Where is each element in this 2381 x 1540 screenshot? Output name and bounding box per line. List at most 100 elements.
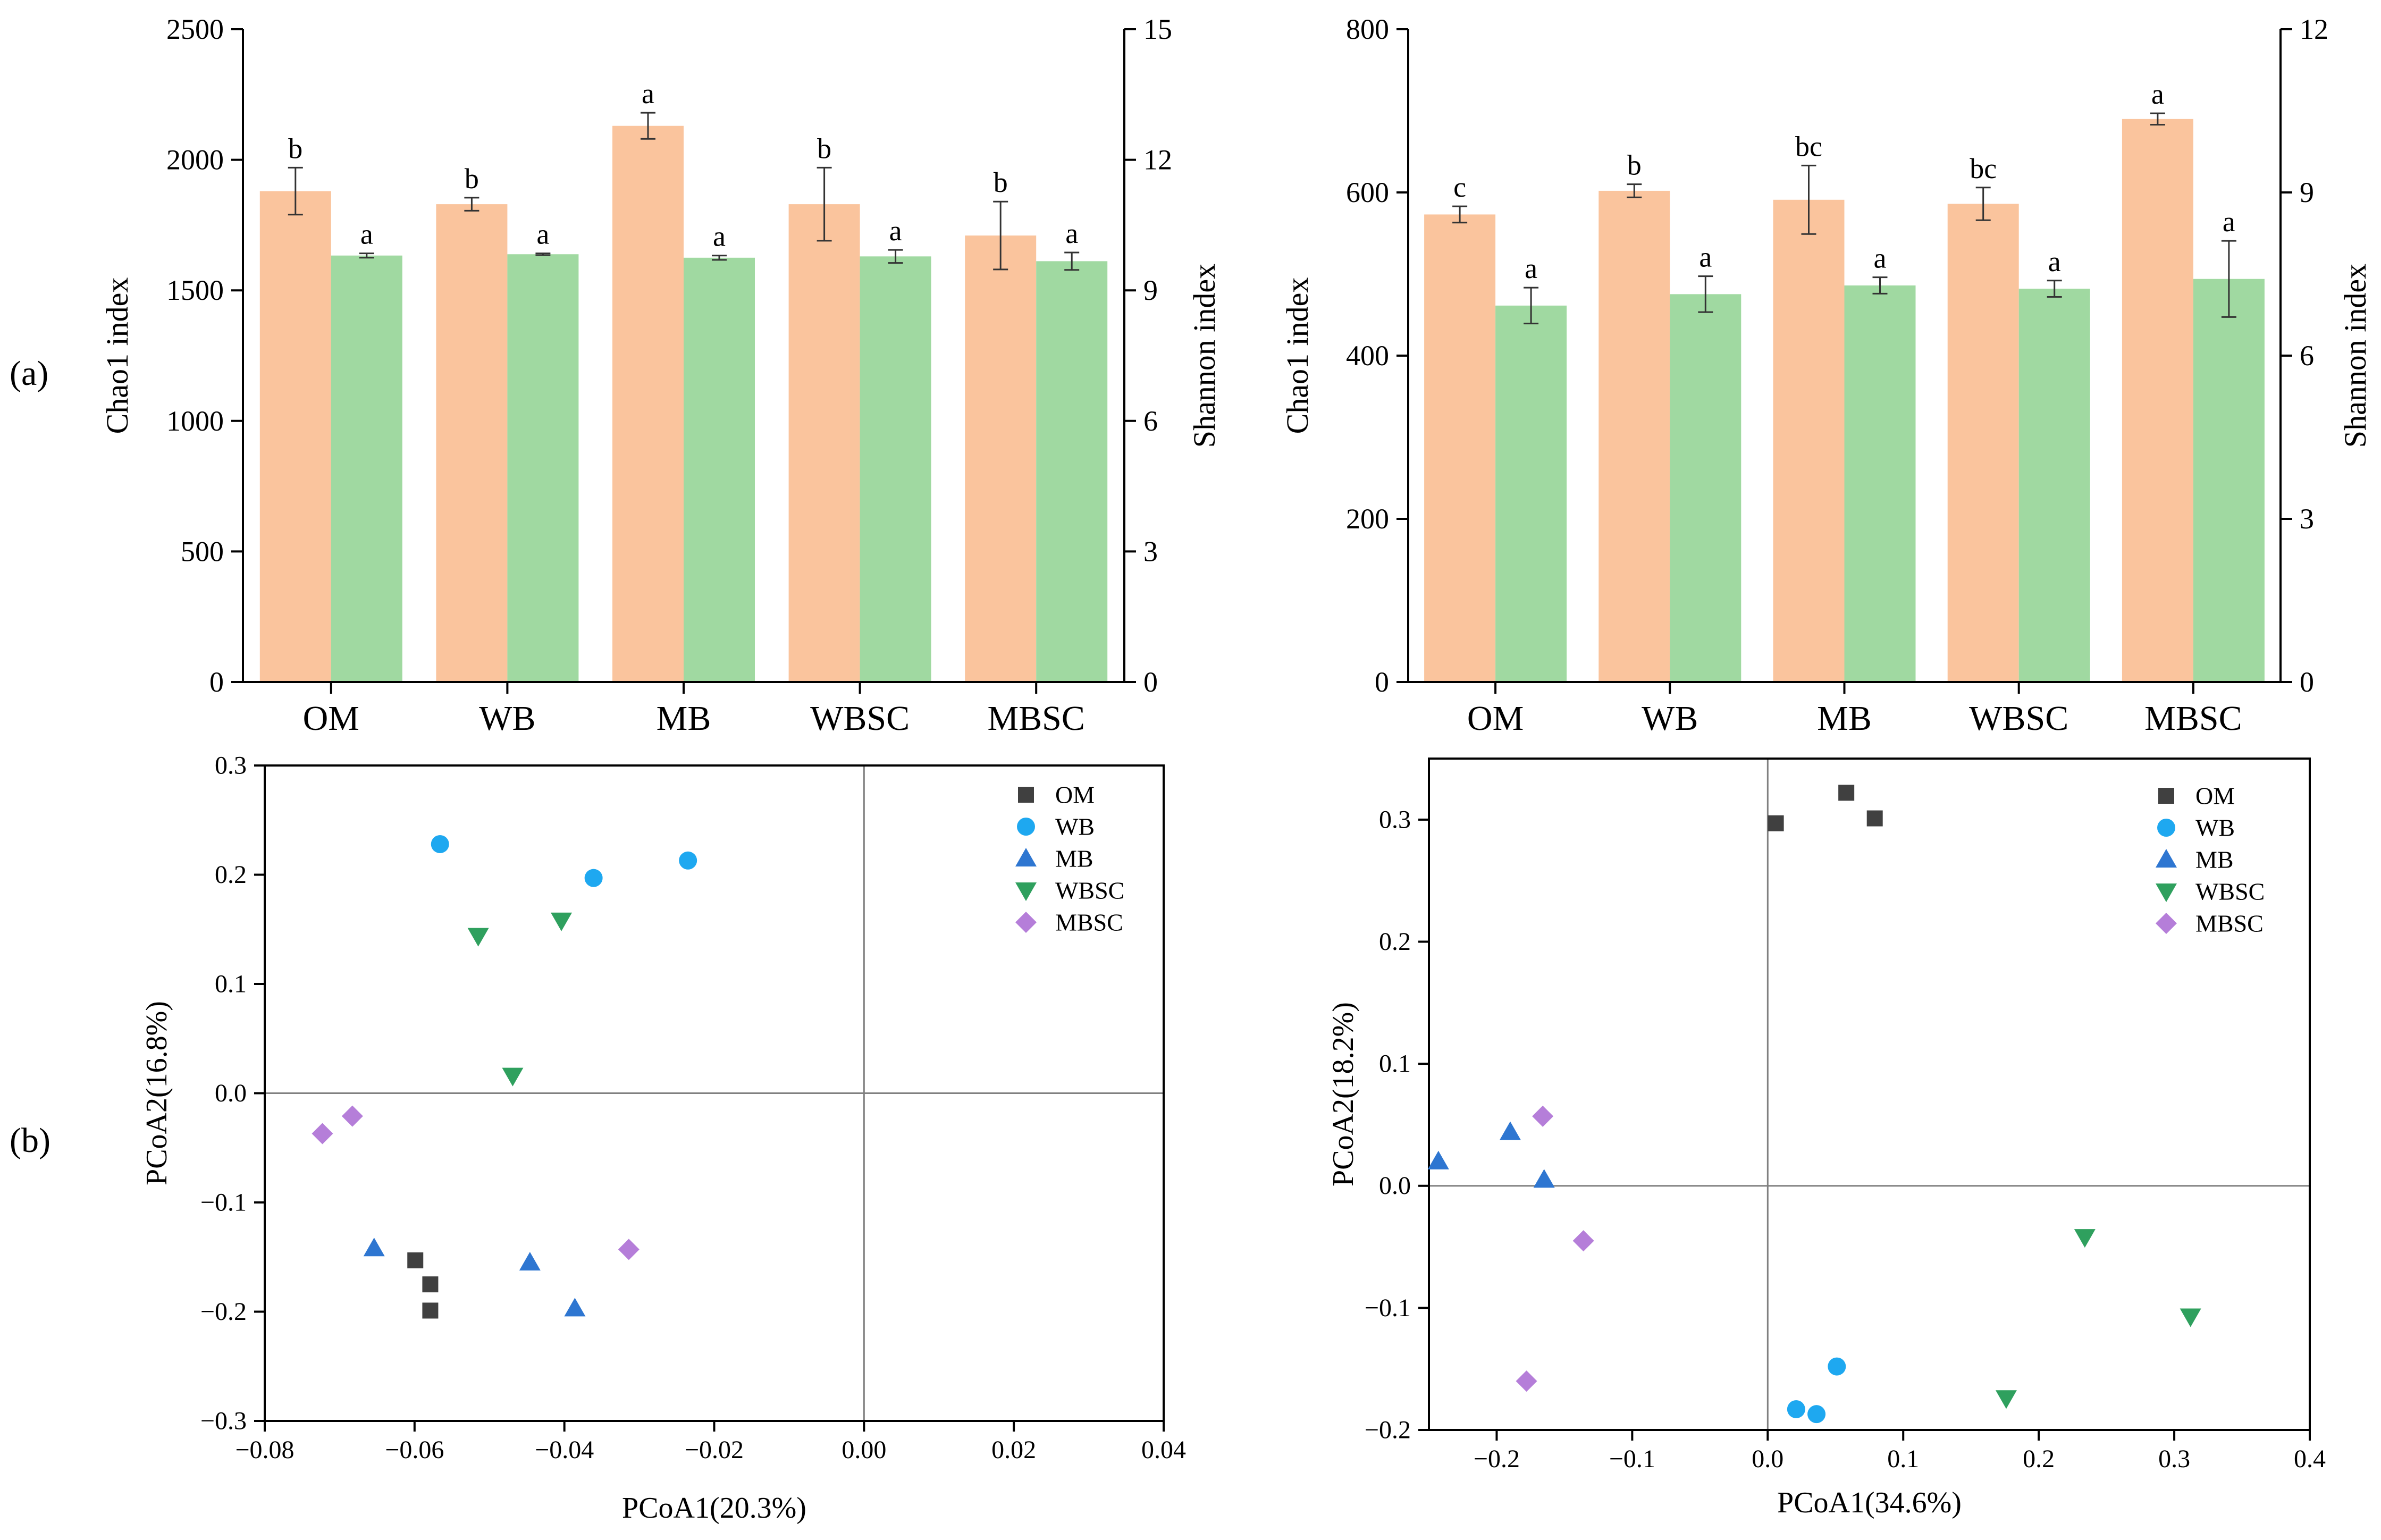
pcoa-left-y-tick-label-2: −0.1 xyxy=(200,1189,247,1217)
pcoa-right-point-OM-3 xyxy=(1866,810,1883,827)
bar-right-sig-letter-chao1-MB: bc xyxy=(1795,130,1822,162)
bar-left-bar-chao1-MB xyxy=(612,125,684,682)
pcoa-right-point-OM-2 xyxy=(1838,785,1855,801)
pcoa-left-y-tick-label-6: 0.3 xyxy=(215,752,247,780)
bar-right-bar-chao1-MBSC xyxy=(2122,119,2193,683)
bar-right-y-axis-label-right: Shannon index xyxy=(2338,264,2372,448)
pcoa-left-point-OM-2 xyxy=(422,1276,439,1293)
pcoa-left-legend-marker-WBSC xyxy=(1015,882,1037,901)
pcoa-left-point-WBSC-3 xyxy=(502,1067,524,1087)
bar-right-bar-shannon-OM xyxy=(1495,305,1567,682)
pcoa-left-legend-label-OM: OM xyxy=(1055,781,1095,809)
pcoa-left-legend-marker-WB xyxy=(1017,818,1035,836)
pcoa-right-point-WBSC-1 xyxy=(1995,1390,2017,1409)
bar-left-bar-chao1-OM xyxy=(259,191,331,682)
bar-right-bar-chao1-WB xyxy=(1598,190,1670,682)
bar-left-y-tick-label-1000: 1000 xyxy=(166,405,224,437)
panel-label-b: (b) xyxy=(10,1121,51,1160)
pcoa-right-legend-label-WB: WB xyxy=(2195,814,2235,841)
bar-right-y-tick-right-label-6: 6 xyxy=(2300,340,2314,372)
pcoa-right-y-tick-label-5: 0.3 xyxy=(1379,805,1411,834)
pcoa-right-legend-marker-OM xyxy=(2158,788,2174,804)
bar-left-bar-chao1-MBSC xyxy=(965,235,1037,683)
pcoa-right-x-tick-label-2: 0.0 xyxy=(1752,1445,1783,1473)
pcoa-right-x-tick-label-1: −0.1 xyxy=(1609,1445,1655,1473)
bar-right-x-tick-label-WB: WB xyxy=(1642,699,1698,738)
bar-right-sig-letter-chao1-OM: c xyxy=(1453,171,1466,203)
bar-right-y-tick-right-label-0: 0 xyxy=(2300,666,2314,698)
pcoa-left-point-WB-1 xyxy=(431,835,449,853)
bar-left-sig-letter-shannon-WBSC: a xyxy=(889,215,902,247)
pcoa-right-legend-label-WBSC: WBSC xyxy=(2195,878,2265,905)
pcoa-left-x-tick-label-4: 0.00 xyxy=(842,1436,886,1464)
bar-left-sig-letter-shannon-MB: a xyxy=(713,221,726,253)
bar-right-bar-shannon-MB xyxy=(1844,285,1916,682)
bar-left-y-tick-label-1500: 1500 xyxy=(166,274,224,306)
bar-right-y-tick-right-label-3: 3 xyxy=(2300,503,2314,535)
pcoa-right-point-OM-1 xyxy=(1768,815,1784,831)
bar-left-bar-shannon-WB xyxy=(507,254,579,682)
bar-right-y-tick-label-0: 0 xyxy=(1375,666,1389,698)
pcoa-left-point-OM-3 xyxy=(422,1302,439,1319)
bar-left-bar-chao1-WBSC xyxy=(788,204,860,682)
pcoa-left-x-tick-label-2: −0.04 xyxy=(535,1436,594,1464)
bar-right-sig-letter-chao1-MBSC: a xyxy=(2151,78,2164,110)
pcoa-right-x-axis-label: PCoA1(34.6%) xyxy=(1777,1486,1962,1519)
bar-left-y-tick-right-label-15: 15 xyxy=(1143,13,1172,45)
pcoa-left-point-WBSC-2 xyxy=(551,912,573,931)
bar-right-y-tick-label-800: 800 xyxy=(1346,13,1389,45)
pcoa-left-legend-label-MB: MB xyxy=(1055,845,1093,872)
pcoa-left-legend-marker-MB xyxy=(1015,848,1037,866)
pcoa-left-point-MB-3 xyxy=(564,1298,586,1317)
pcoa-left-legend-label-WBSC: WBSC xyxy=(1055,877,1124,904)
bar-right-sig-letter-shannon-MB: a xyxy=(1874,242,1887,274)
bar-left-sig-letter-chao1-WBSC: b xyxy=(817,132,831,164)
bar-right-x-tick-label-OM: OM xyxy=(1467,699,1524,738)
bar-right-sig-letter-shannon-WBSC: a xyxy=(2048,246,2061,277)
pcoa-right-point-MBSC-3 xyxy=(1516,1370,1537,1392)
pcoa-left-x-tick-label-6: 0.04 xyxy=(1141,1436,1186,1464)
pcoa-right-point-MBSC-1 xyxy=(1532,1105,1554,1127)
bar-left-y-tick-right-label-6: 6 xyxy=(1143,405,1158,437)
bar-left-y-tick-label-0: 0 xyxy=(209,666,224,698)
pcoa-right-point-MB-1 xyxy=(1427,1150,1449,1169)
bar-left-sig-letter-chao1-MBSC: b xyxy=(994,166,1008,198)
pcoa-left-point-WBSC-1 xyxy=(467,928,489,947)
pcoa-right-x-tick-label-0: −0.2 xyxy=(1474,1445,1520,1473)
pcoa-right-y-tick-label-1: −0.1 xyxy=(1365,1294,1411,1322)
pcoa-left-point-WB-2 xyxy=(584,869,603,887)
bar-left-bar-chao1-WB xyxy=(436,204,508,682)
pcoa-left-x-tick-label-1: −0.06 xyxy=(385,1436,444,1464)
bar-left-y-tick-right-label-9: 9 xyxy=(1143,274,1158,306)
pcoa-left-x-tick-label-3: −0.02 xyxy=(685,1436,744,1464)
pcoa-right-point-WBSC-3 xyxy=(2180,1308,2201,1327)
bar-right-sig-letter-chao1-WBSC: bc xyxy=(1970,153,1997,184)
pcoa-left-y-tick-label-1: −0.2 xyxy=(200,1298,247,1326)
pcoa-right-legend-marker-MBSC xyxy=(2156,913,2177,934)
pcoa-left-x-axis-label: PCoA1(20.3%) xyxy=(622,1492,806,1525)
bar-right-y-tick-right-label-12: 12 xyxy=(2300,13,2328,45)
pcoa-right-x-tick-label-6: 0.4 xyxy=(2294,1445,2326,1473)
bar-left-sig-letter-chao1-OM: b xyxy=(288,132,302,164)
bar-right-x-tick-label-MBSC: MBSC xyxy=(2144,699,2242,738)
bar-left-sig-letter-shannon-MBSC: a xyxy=(1065,217,1078,249)
bar-right-sig-letter-shannon-OM: a xyxy=(1525,253,1537,284)
bar-right-bar-chao1-WBSC xyxy=(1947,204,2019,682)
bar-left-bar-shannon-OM xyxy=(331,255,402,682)
bar-left-y-axis-label: Chao1 index xyxy=(100,277,134,434)
bar-left-x-tick-label-MBSC: MBSC xyxy=(987,699,1084,738)
pcoa-right-legend-marker-MB xyxy=(2156,849,2177,868)
bar-left-y-tick-right-label-0: 0 xyxy=(1143,666,1158,698)
bar-left-x-tick-label-MB: MB xyxy=(657,699,711,738)
bar-left-bar-shannon-WBSC xyxy=(860,256,931,682)
bar-left-y-axis-label-right: Shannon index xyxy=(1187,264,1222,448)
pcoa-left-point-MBSC-3 xyxy=(618,1239,640,1260)
pcoa-right-x-tick-label-4: 0.2 xyxy=(2023,1445,2055,1473)
pcoa-right-y-tick-label-3: 0.1 xyxy=(1379,1050,1411,1078)
pcoa-right-point-WB-3 xyxy=(1828,1357,1846,1376)
pcoa-right-y-tick-label-2: 0.0 xyxy=(1379,1172,1411,1200)
pcoa-left-y-tick-label-5: 0.2 xyxy=(215,861,247,889)
pcoa-right-point-WB-2 xyxy=(1807,1405,1826,1424)
bar-right-y-tick-right-label-9: 9 xyxy=(2300,176,2314,208)
